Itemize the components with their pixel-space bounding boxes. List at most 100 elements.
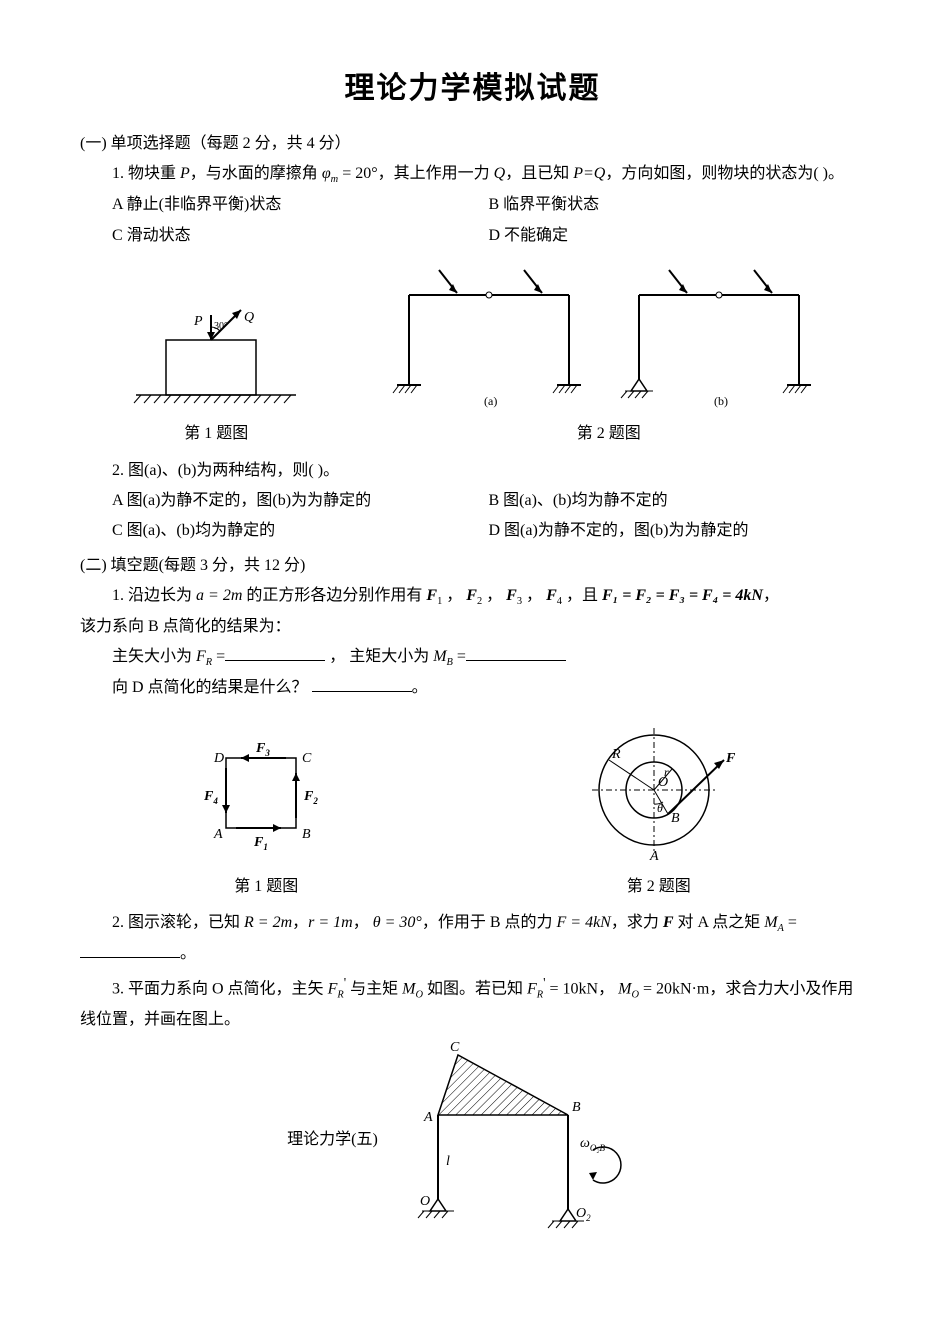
t: ， — [353, 914, 373, 931]
optB: B 图(a)、(b)均为静不定的 — [489, 486, 866, 516]
F3: F3 — [255, 741, 270, 758]
A: A — [649, 849, 659, 864]
A: A — [423, 1110, 433, 1125]
t: = — [453, 648, 466, 665]
O2: O2 — [576, 1206, 591, 1223]
fig-cap-row-2: 第 1 题图 第 2 题图 — [80, 872, 865, 902]
t: 。 — [412, 679, 428, 696]
page-title: 理论力学模拟试题 — [80, 60, 865, 117]
R: R — [611, 747, 621, 762]
p2q1-line4: 向 D 点简化的结果是什么？ 。 — [80, 673, 865, 703]
t: 与主矩 — [346, 980, 402, 997]
phi: φ — [322, 165, 331, 182]
theta: θ — [657, 801, 663, 815]
part1-heading: (一) 单项选择题（每题 2 分，共 4 分） — [80, 129, 865, 159]
A: A — [213, 827, 223, 842]
eqall: F₁ = F₂ = F₃ = F₄ = 4kN — [602, 587, 763, 604]
p1q2-text: 2. 图(a)、(b)为两种结构，则( )。 — [80, 456, 865, 486]
p1q1-figure: P Q 30° — [116, 285, 316, 415]
p2q1-line3: 主矢大小为 FR = ， 主矩大小为 MB = — [80, 642, 865, 673]
label-b: (b) — [714, 394, 728, 408]
s2: 2 — [477, 596, 482, 607]
t: 的正方形各边分别作用有 — [242, 587, 426, 604]
t: ，其上作用一力 — [378, 165, 494, 182]
t: = — [784, 914, 797, 931]
FR: F — [196, 648, 206, 665]
l: l — [446, 1154, 450, 1169]
MB: M — [433, 648, 446, 665]
p1q2-options: A 图(a)为静不定的，图(b)为为静定的 B 图(a)、(b)均为静不定的 C… — [80, 486, 865, 547]
F4: F4 — [203, 789, 218, 806]
p1q2-figure: (a) (b) — [389, 265, 829, 415]
fig-row-1: P Q 30° — [80, 265, 865, 415]
O: O — [420, 1194, 430, 1209]
F1: F1 — [253, 835, 268, 852]
MOs: O — [415, 989, 423, 1000]
footer-figure-row: 理论力学(五) C A B l O O2 ωO₂B — [80, 1045, 865, 1235]
cap2b: 第 2 题图 — [549, 872, 769, 902]
p1q1-options: A 静止(非临界平衡)状态 B 临界平衡状态 C 滑动状态 D 不能确定 — [80, 190, 865, 251]
t: ，与水面的摩擦角 — [190, 165, 322, 182]
Q-label: Q — [244, 310, 254, 325]
a: a = 2m — [196, 587, 242, 604]
F2: F — [466, 587, 477, 604]
blank — [80, 941, 180, 958]
C: C — [450, 1040, 460, 1055]
F3: F — [506, 587, 517, 604]
footer-label: 理论力学(五) — [287, 1125, 378, 1155]
p1q1-text: 1. 物块重 P，与水面的摩擦角 φm = 20°，其上作用一力 Q，且已知 P… — [80, 159, 865, 190]
PQ: P=Q — [573, 165, 605, 182]
t: 向 D 点简化的结果是什么？ — [112, 679, 312, 696]
blank — [225, 644, 325, 661]
cap1b: 第 1 题图 — [176, 872, 356, 902]
label-a: (a) — [484, 394, 497, 408]
B: B — [302, 827, 311, 842]
FR2: F — [527, 980, 537, 997]
B: B — [671, 811, 680, 826]
F: F — [725, 751, 736, 766]
s4: 4 — [557, 596, 562, 607]
fig-row-2: D C A B F1 F2 F3 F4 O R — [80, 718, 865, 868]
optC: C 图(a)、(b)均为静定的 — [112, 516, 489, 546]
t: ，方向如图，则物块的状态为( )。 — [605, 165, 844, 182]
p2q1-figure: D C A B F1 F2 F3 F4 — [176, 728, 356, 868]
p2q2-figure: O R r θ B A F — [549, 718, 769, 868]
C: C — [302, 751, 312, 766]
t: 1. 物块重 — [112, 165, 180, 182]
p2q1-line1: 1. 沿边长为 a = 2m 的正方形各边分别作用有 F1 ， F2 ， F3 … — [80, 581, 865, 612]
P-label: P — [193, 314, 203, 329]
eq1: = 10kN — [546, 980, 599, 997]
t: 。 — [180, 945, 196, 962]
p2q2-text: 2. 图示滚轮，已知 R = 2m，r = 1m， θ = 30°，作用于 B … — [80, 908, 865, 969]
MO: M — [402, 980, 415, 997]
blank — [312, 675, 412, 692]
fig-cap-row-1: 第 1 题图 第 2 题图 — [80, 419, 865, 449]
angle30: 30° — [214, 321, 228, 332]
cap2: 第 2 题图 — [389, 419, 829, 449]
t: ，作用于 B 点的力 — [422, 914, 557, 931]
R: R = 2m — [244, 914, 292, 931]
Q: Q — [494, 165, 506, 182]
p2q3-text: 3. 平面力系向 O 点简化，主矢 FR' 与主矩 MO 如图。若已知 FR' … — [80, 970, 865, 1036]
t: 2. 图示滚轮，已知 — [112, 914, 244, 931]
blank — [466, 644, 566, 661]
MO2: M — [618, 980, 631, 997]
footer-figure: C A B l O O2 ωO₂B — [398, 1045, 658, 1235]
t: 3. 平面力系向 O 点简化，主矢 — [112, 980, 328, 997]
F: F — [663, 914, 674, 931]
optD: D 图(a)为静不定的，图(b)为为静定的 — [489, 516, 866, 546]
t: 对 A 点之矩 — [674, 914, 765, 931]
eq: = 20° — [338, 165, 377, 182]
t: ，且已知 — [505, 165, 573, 182]
t: ， — [763, 587, 779, 604]
t: ，且 — [566, 587, 602, 604]
D: D — [213, 751, 224, 766]
MO2s: O — [631, 989, 639, 1000]
P: P — [180, 165, 190, 182]
r: r = 1m — [308, 914, 353, 931]
optB: B 临界平衡状态 — [489, 190, 866, 220]
part2-heading: (二) 填空题(每题 3 分，共 12 分) — [80, 551, 865, 581]
t: ，求力 — [611, 914, 663, 931]
FR2s: R — [537, 989, 543, 1000]
cap1: 第 1 题图 — [116, 419, 316, 449]
